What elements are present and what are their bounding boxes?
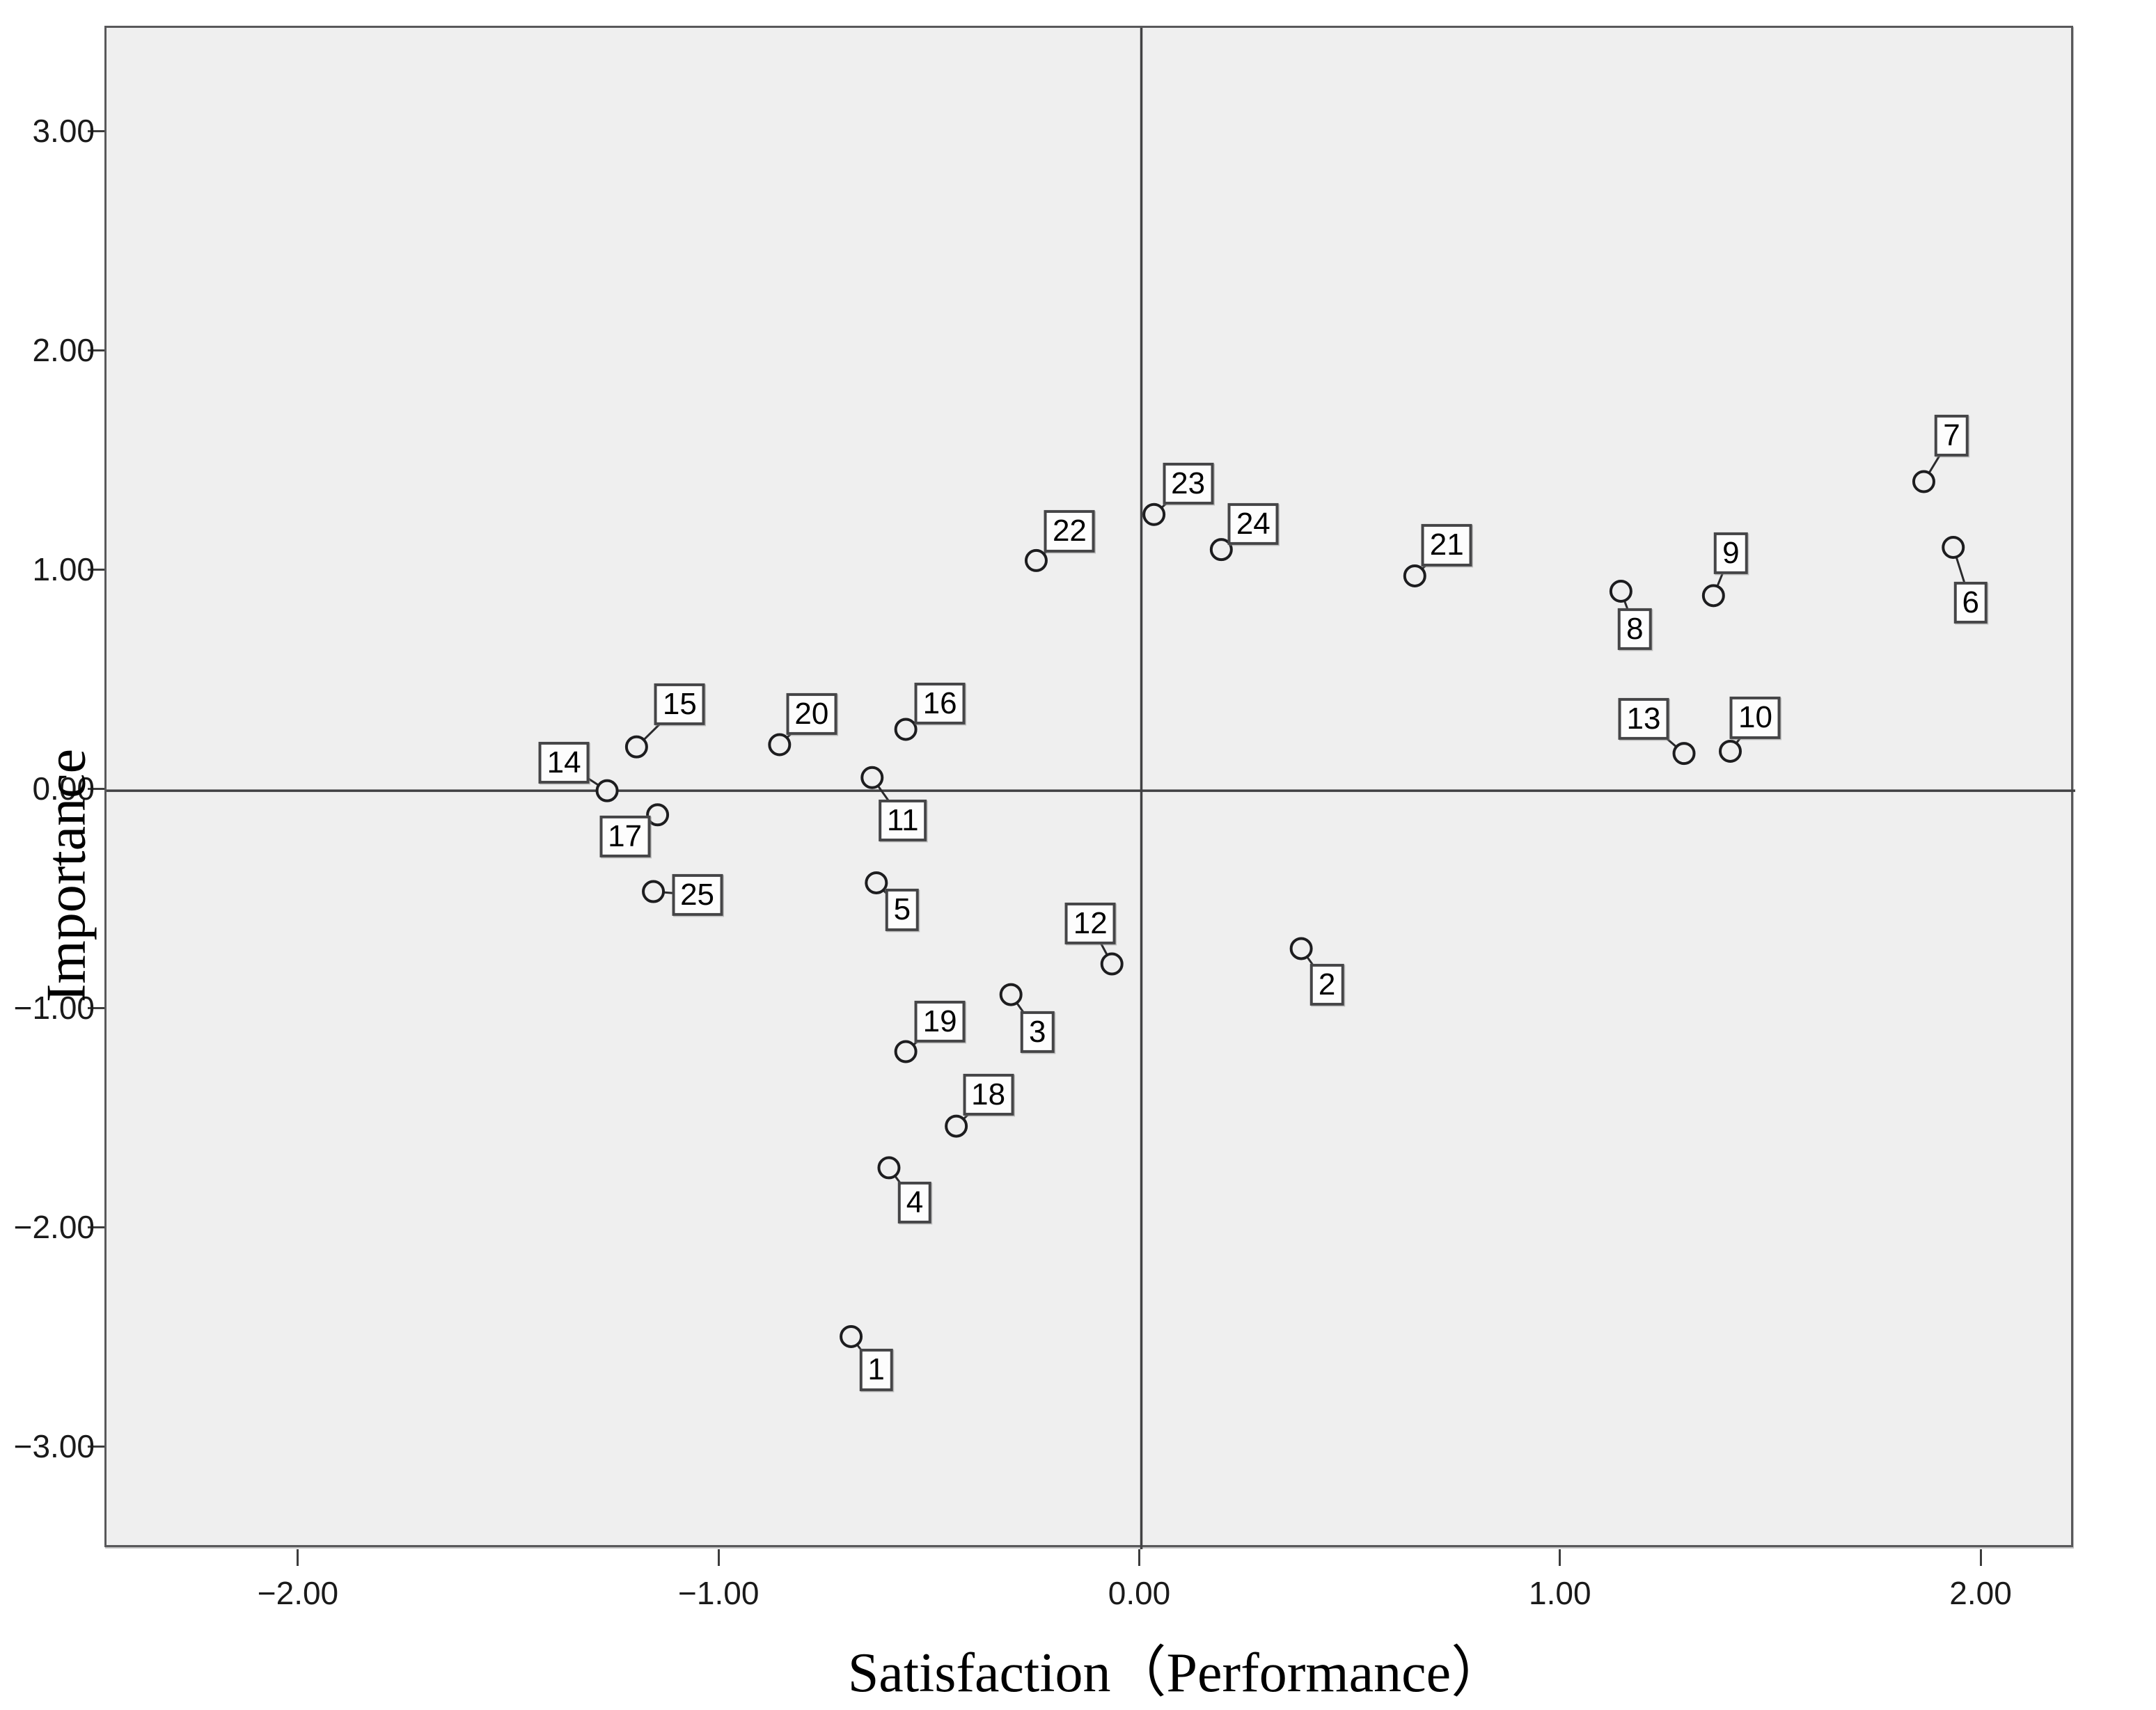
data-point-marker-6 xyxy=(1942,536,1965,560)
point-label-15: 15 xyxy=(654,683,705,726)
x-tick-label-2: 0.00 xyxy=(1108,1575,1171,1611)
data-point-marker-4 xyxy=(877,1156,901,1180)
point-label-22: 22 xyxy=(1044,510,1095,553)
point-label-3: 3 xyxy=(1020,1011,1055,1054)
x-tick-mark xyxy=(1138,1549,1140,1566)
point-label-25: 25 xyxy=(672,873,723,917)
data-point-marker-3 xyxy=(999,983,1023,1006)
point-label-7: 7 xyxy=(1935,414,1969,457)
x-tick-label-1: −1.00 xyxy=(678,1575,760,1611)
data-point-marker-8 xyxy=(1609,580,1632,603)
x-tick-mark xyxy=(1559,1549,1561,1566)
y-tick-mark xyxy=(88,1445,104,1448)
point-label-18: 18 xyxy=(963,1073,1014,1116)
data-point-marker-19 xyxy=(894,1040,918,1063)
plot-area: 1 2 3 4 5 6 7 8 9 10 11 12 13 14 15 16 17 18 19 20 21 22 23 24 2… xyxy=(104,26,2075,1549)
point-label-1: 1 xyxy=(859,1349,893,1391)
data-point-marker-7 xyxy=(1912,470,1935,493)
data-point-marker-23 xyxy=(1142,502,1166,526)
data-point-marker-16 xyxy=(894,718,918,741)
data-point-marker-5 xyxy=(865,871,888,894)
point-label-16: 16 xyxy=(914,682,966,725)
y-tick-mark xyxy=(88,568,104,571)
y-tick-label-0: 3.00 xyxy=(32,113,95,150)
x-axis-title: Satisfaction（Performance） xyxy=(847,1642,1507,1704)
y-tick-label-4: −1.00 xyxy=(13,990,95,1027)
point-label-13: 13 xyxy=(1618,697,1669,740)
y-tick-mark xyxy=(88,129,104,132)
x-tick-label-4: 2.00 xyxy=(1949,1575,2012,1611)
data-point-marker-21 xyxy=(1403,564,1426,587)
data-point-marker-25 xyxy=(642,880,666,903)
data-point-marker-10 xyxy=(1718,739,1742,763)
x-tick-mark xyxy=(297,1549,299,1566)
x-tick-mark xyxy=(717,1549,720,1566)
data-point-marker-22 xyxy=(1024,548,1048,572)
x-tick-mark xyxy=(1979,1549,1982,1566)
point-label-11: 11 xyxy=(878,800,927,842)
y-tick-label-3: 0.00 xyxy=(32,770,95,807)
x-tick-label-0: −2.00 xyxy=(257,1575,339,1611)
point-label-8: 8 xyxy=(1618,608,1652,650)
data-point-marker-11 xyxy=(860,766,884,789)
data-point-marker-1 xyxy=(840,1324,863,1348)
y-tick-label-5: −2.00 xyxy=(13,1209,95,1246)
point-label-17: 17 xyxy=(599,815,651,857)
point-label-12: 12 xyxy=(1064,902,1116,945)
y-tick-mark xyxy=(88,1226,104,1228)
data-point-marker-15 xyxy=(624,735,648,759)
x-tick-label-3: 1.00 xyxy=(1529,1575,1591,1611)
point-label-23: 23 xyxy=(1163,463,1214,505)
data-point-marker-24 xyxy=(1209,538,1233,562)
point-label-9: 9 xyxy=(1714,532,1748,574)
point-label-6: 6 xyxy=(1953,581,1988,624)
data-point-marker-2 xyxy=(1289,937,1313,960)
point-label-24: 24 xyxy=(1227,502,1279,545)
point-label-4: 4 xyxy=(897,1181,932,1224)
data-point-marker-20 xyxy=(768,733,792,757)
y-tick-label-2: 1.00 xyxy=(32,551,95,588)
data-point-marker-13 xyxy=(1672,742,1696,766)
y-tick-mark xyxy=(88,787,104,790)
data-point-marker-18 xyxy=(945,1114,968,1138)
data-point-marker-14 xyxy=(595,779,619,802)
data-point-marker-17 xyxy=(646,803,670,827)
y-axis-title: Importance xyxy=(36,748,97,1003)
y-tick-label-6: −3.00 xyxy=(13,1428,95,1465)
point-label-14: 14 xyxy=(538,742,590,784)
data-point-marker-9 xyxy=(1701,584,1725,608)
point-label-2: 2 xyxy=(1309,963,1344,1006)
point-label-5: 5 xyxy=(885,889,920,931)
y-tick-mark xyxy=(88,349,104,351)
data-point-marker-12 xyxy=(1100,952,1124,976)
scatter-svg xyxy=(107,28,2075,1549)
y-tick-mark xyxy=(88,1006,104,1009)
point-label-19: 19 xyxy=(914,1000,966,1043)
point-label-20: 20 xyxy=(786,692,837,736)
point-label-21: 21 xyxy=(1421,524,1472,567)
point-label-10: 10 xyxy=(1730,697,1781,739)
y-tick-label-1: 2.00 xyxy=(32,332,95,369)
